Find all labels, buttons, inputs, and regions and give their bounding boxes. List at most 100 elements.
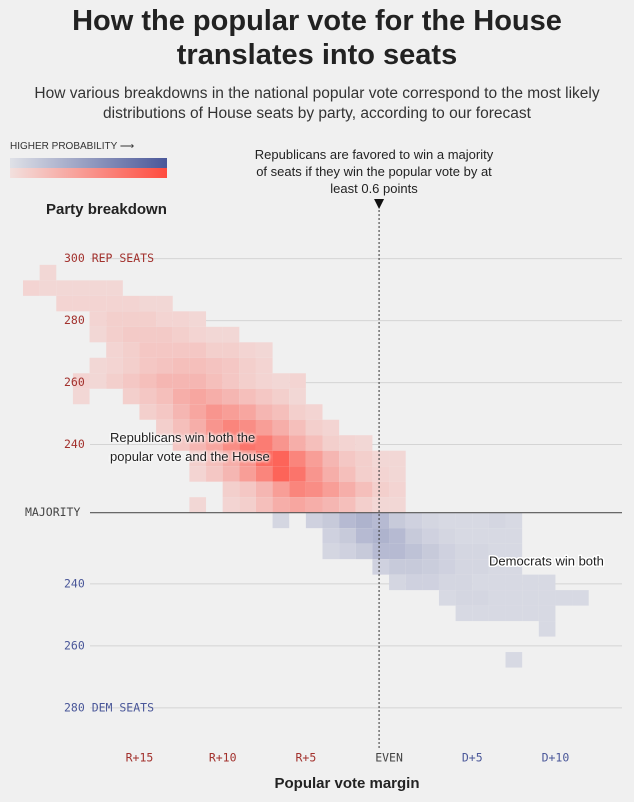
heat-cell bbox=[122, 295, 140, 312]
heat-cell bbox=[239, 404, 256, 420]
heat-cell bbox=[322, 528, 340, 544]
heat-cell bbox=[538, 605, 556, 622]
heat-cell bbox=[222, 342, 240, 358]
heat-cell bbox=[389, 574, 406, 591]
heat-cell bbox=[255, 373, 273, 389]
heat-cell bbox=[189, 497, 207, 513]
heat-cell bbox=[222, 450, 240, 467]
heat-cell bbox=[372, 481, 390, 498]
heat-cell bbox=[189, 311, 207, 327]
heat-cell bbox=[505, 652, 523, 668]
heat-cell bbox=[272, 481, 290, 498]
heat-cell bbox=[505, 590, 523, 606]
heat-cell bbox=[39, 264, 57, 281]
heat-cell bbox=[472, 543, 489, 560]
heat-cell bbox=[289, 435, 306, 451]
annotation: Democrats win both bbox=[489, 553, 604, 568]
heat-cell bbox=[72, 280, 90, 296]
y-tick-label: 240 bbox=[64, 437, 85, 451]
x-tick-label: D+5 bbox=[462, 751, 483, 765]
heat-cell bbox=[206, 450, 223, 467]
heat-cell bbox=[372, 559, 390, 575]
heat-cell bbox=[505, 559, 523, 575]
heat-cell bbox=[23, 280, 40, 296]
x-axis-title: Popular vote margin bbox=[274, 775, 419, 792]
heat-cell bbox=[538, 621, 556, 637]
heat-cell bbox=[106, 326, 123, 343]
heat-cell bbox=[172, 419, 190, 436]
threshold-note: Republicans are favored to win a majorit… bbox=[254, 147, 494, 196]
heat-cell bbox=[472, 574, 489, 591]
heat-cell bbox=[206, 435, 223, 451]
heat-cell bbox=[289, 419, 306, 436]
y-tick-label: 280 DEM SEATS bbox=[64, 700, 154, 714]
heat-cell bbox=[106, 280, 123, 296]
heat-cell bbox=[488, 605, 506, 622]
heat-cell bbox=[222, 419, 240, 436]
heat-cell bbox=[272, 388, 290, 405]
heat-cell bbox=[156, 404, 173, 420]
heat-cell bbox=[538, 574, 556, 591]
y-tick-label: 240 bbox=[64, 576, 85, 590]
heat-cell bbox=[106, 311, 123, 327]
heat-cell bbox=[505, 605, 523, 622]
x-tick-label: R+15 bbox=[126, 751, 154, 765]
title: How the popular vote for the House trans… bbox=[72, 5, 562, 71]
heat-cell bbox=[156, 388, 173, 405]
heat-cell bbox=[189, 373, 207, 389]
heat-cell bbox=[522, 605, 539, 622]
heat-cell bbox=[255, 419, 273, 436]
heat-cell bbox=[189, 326, 207, 343]
heat-cell bbox=[488, 590, 506, 606]
heat-cell bbox=[455, 605, 473, 622]
heat-cell bbox=[239, 419, 256, 436]
heat-cell bbox=[505, 543, 523, 560]
heat-cell bbox=[172, 388, 190, 405]
heat-cell bbox=[355, 450, 373, 467]
heat-cell bbox=[372, 528, 390, 544]
heat-cell bbox=[389, 497, 406, 513]
heat-cell bbox=[339, 497, 356, 513]
heat-cell bbox=[156, 419, 173, 436]
legend-red bbox=[10, 168, 167, 178]
annotation-box: Republicans win both the popular vote an… bbox=[110, 430, 270, 464]
heat-cell bbox=[488, 543, 506, 560]
heat-cell bbox=[422, 512, 439, 529]
heat-cell bbox=[56, 295, 73, 312]
heat-cell bbox=[355, 497, 373, 513]
heat-cell bbox=[272, 419, 290, 436]
heat-cell bbox=[206, 419, 223, 436]
heat-cell bbox=[389, 559, 406, 575]
heat-cell bbox=[322, 450, 340, 467]
heat-cell bbox=[172, 435, 190, 451]
heat-cell bbox=[455, 590, 473, 606]
y-tick-label: 260 bbox=[64, 638, 85, 652]
heat-cell bbox=[488, 528, 506, 544]
heat-cell bbox=[488, 559, 506, 575]
heat-cell bbox=[305, 466, 323, 482]
heat-cell bbox=[272, 373, 290, 389]
heat-cell bbox=[389, 466, 406, 482]
heat-cell bbox=[122, 311, 140, 327]
heat-cell bbox=[255, 388, 273, 405]
heat-cell bbox=[72, 295, 90, 312]
heat-cell bbox=[422, 528, 439, 544]
heat-cell bbox=[255, 357, 273, 374]
heat-cell bbox=[472, 528, 489, 544]
heat-cell bbox=[455, 559, 473, 575]
heat-cell bbox=[39, 280, 57, 296]
heat-cell bbox=[272, 450, 290, 467]
heat-cell bbox=[255, 450, 273, 467]
heat-cell bbox=[339, 466, 356, 482]
heat-cell bbox=[139, 373, 157, 389]
heat-cell bbox=[206, 373, 223, 389]
heat-cell bbox=[156, 373, 173, 389]
legend-blue bbox=[10, 158, 167, 168]
heat-cell bbox=[189, 342, 207, 358]
heat-cell bbox=[189, 466, 207, 482]
heat-cell bbox=[222, 357, 240, 374]
heat-cell bbox=[289, 450, 306, 467]
heat-cell bbox=[572, 590, 589, 606]
